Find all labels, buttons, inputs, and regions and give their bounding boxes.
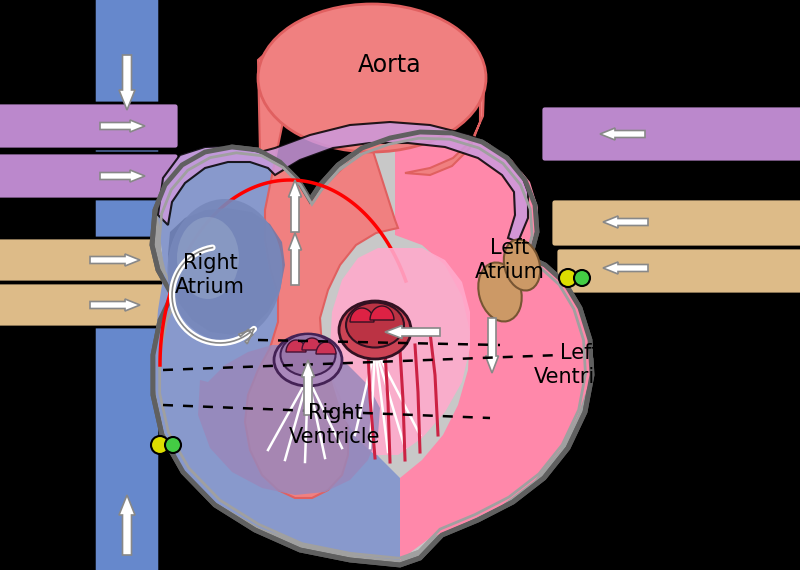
Polygon shape bbox=[370, 306, 394, 320]
Circle shape bbox=[574, 270, 590, 286]
Ellipse shape bbox=[281, 334, 335, 376]
Polygon shape bbox=[316, 342, 336, 354]
Text: Right
Atrium: Right Atrium bbox=[175, 254, 245, 296]
Ellipse shape bbox=[346, 303, 404, 348]
FancyBboxPatch shape bbox=[556, 248, 800, 294]
Text: Left
Atrium: Left Atrium bbox=[475, 238, 545, 282]
FancyArrow shape bbox=[289, 180, 302, 232]
FancyArrow shape bbox=[600, 128, 645, 140]
FancyArrow shape bbox=[119, 495, 135, 555]
Text: Right
Ventricle: Right Ventricle bbox=[290, 404, 381, 447]
FancyBboxPatch shape bbox=[0, 153, 179, 199]
FancyArrow shape bbox=[119, 55, 135, 110]
Polygon shape bbox=[302, 338, 322, 350]
Circle shape bbox=[165, 437, 181, 453]
FancyArrow shape bbox=[385, 325, 440, 339]
Polygon shape bbox=[168, 208, 285, 335]
Polygon shape bbox=[245, 18, 484, 498]
FancyArrow shape bbox=[100, 170, 145, 182]
FancyBboxPatch shape bbox=[94, 0, 160, 570]
Ellipse shape bbox=[274, 334, 342, 386]
Polygon shape bbox=[152, 132, 592, 565]
Polygon shape bbox=[155, 146, 400, 560]
Ellipse shape bbox=[258, 4, 486, 152]
Circle shape bbox=[151, 436, 169, 454]
FancyArrow shape bbox=[100, 120, 145, 132]
Ellipse shape bbox=[167, 199, 282, 341]
FancyArrow shape bbox=[90, 254, 140, 266]
FancyArrow shape bbox=[603, 262, 648, 274]
FancyBboxPatch shape bbox=[541, 106, 800, 162]
FancyArrow shape bbox=[238, 329, 254, 344]
Ellipse shape bbox=[339, 301, 411, 359]
FancyArrow shape bbox=[289, 233, 302, 285]
Polygon shape bbox=[350, 308, 374, 322]
Polygon shape bbox=[198, 345, 380, 495]
FancyBboxPatch shape bbox=[0, 238, 179, 282]
FancyBboxPatch shape bbox=[551, 199, 800, 247]
Polygon shape bbox=[286, 340, 306, 352]
Ellipse shape bbox=[504, 239, 540, 291]
Polygon shape bbox=[161, 141, 583, 556]
Polygon shape bbox=[395, 130, 590, 560]
Ellipse shape bbox=[177, 217, 239, 299]
Text: Aorta: Aorta bbox=[358, 53, 422, 77]
Ellipse shape bbox=[478, 263, 522, 321]
FancyBboxPatch shape bbox=[0, 103, 179, 149]
FancyArrow shape bbox=[486, 318, 498, 373]
FancyArrow shape bbox=[90, 299, 140, 311]
Polygon shape bbox=[158, 122, 528, 242]
Text: Left
Ventricle: Left Ventricle bbox=[534, 343, 626, 386]
FancyArrow shape bbox=[302, 360, 314, 415]
Circle shape bbox=[559, 269, 577, 287]
Polygon shape bbox=[330, 248, 470, 455]
FancyBboxPatch shape bbox=[0, 283, 179, 327]
FancyArrow shape bbox=[603, 216, 648, 228]
